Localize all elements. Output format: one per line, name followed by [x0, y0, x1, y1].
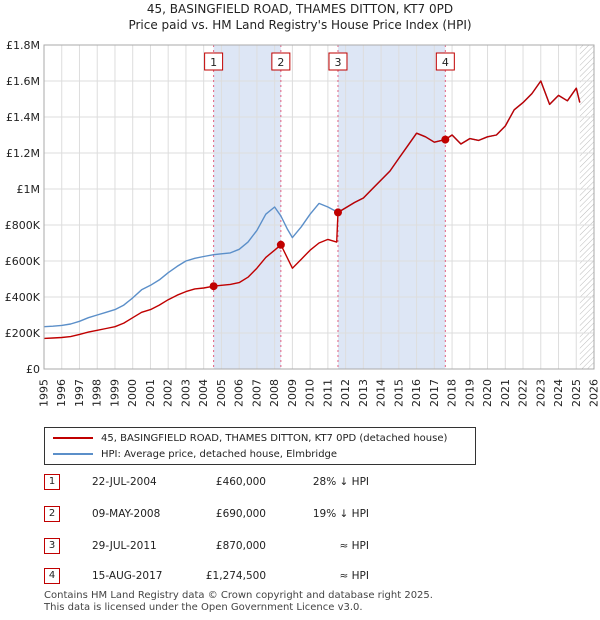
plot-area: [44, 45, 594, 369]
x-tick-label: 2017: [428, 379, 441, 407]
x-tick-label: 1995: [38, 379, 51, 407]
sale-label: 1: [210, 56, 217, 69]
sale-label-box: [435, 52, 455, 71]
x-tick-label: 2002: [162, 379, 175, 407]
sale-date: 22-JUL-2004: [92, 476, 157, 488]
x-tick-label: 2007: [250, 379, 263, 407]
x-tick-label: 2020: [481, 379, 494, 407]
x-tick-label: 2023: [534, 379, 547, 407]
sale-badge: 1: [44, 474, 60, 490]
x-tick-label: 2010: [304, 379, 317, 407]
y-tick-label: £800K: [5, 219, 41, 232]
sale-delta: 19% ↓ HPI: [312, 508, 369, 520]
sale-date: 09-MAY-2008: [92, 508, 161, 520]
shaded-period: [337, 45, 446, 369]
sale-delta: 28% ↓ HPI: [312, 476, 369, 488]
y-tick-label: £400K: [5, 291, 41, 304]
sale-label: 3: [334, 56, 341, 69]
sale-label: 2: [277, 56, 284, 69]
x-tick-label: 1997: [73, 379, 86, 407]
sale-badge: 3: [44, 538, 60, 554]
series-line: [43, 80, 581, 340]
chart-subtitle: Price paid vs. HM Land Registry's House …: [128, 18, 472, 32]
legend-item-property: 45, BASINGFIELD ROAD, THAMES DITTON, KT7…: [53, 431, 447, 445]
y-tick-label: £600K: [5, 255, 41, 268]
legend-label-property: 45, BASINGFIELD ROAD, THAMES DITTON, KT7…: [101, 432, 448, 444]
sale-date: 29-JUL-2011: [92, 540, 157, 552]
y-tick-label: £200K: [5, 327, 41, 340]
footer-line: This data is licensed under the Open Gov…: [44, 602, 363, 613]
y-tick-label: £1.4M: [6, 111, 40, 124]
sale-point: [333, 208, 342, 217]
legend-swatch-hpi: [53, 453, 93, 455]
x-tick-label: 2006: [233, 379, 246, 407]
y-tick-label: £1.8M: [6, 39, 40, 52]
legend-swatch-property: [53, 437, 93, 439]
x-tick-label: 2022: [517, 379, 530, 407]
x-tick-label: 2008: [268, 379, 281, 407]
x-tick-label: 1998: [91, 379, 104, 407]
x-tick-label: 2024: [552, 379, 565, 407]
sale-delta: ≈ HPI: [339, 570, 369, 582]
forecast-area: [579, 45, 594, 369]
table-row: 1 22-JUL-2004 £460,000 28% ↓ HPI: [44, 474, 464, 492]
sale-point: [209, 282, 218, 291]
y-tick-label: £1.6M: [6, 75, 40, 88]
sale-price: £690,000: [215, 508, 266, 520]
sale-date: 15-AUG-2017: [92, 570, 163, 582]
x-tick-label: 2016: [410, 379, 423, 407]
legend: 45, BASINGFIELD ROAD, THAMES DITTON, KT7…: [44, 427, 476, 465]
sale-badge: 4: [44, 568, 60, 584]
sale-price: £1,274,500: [205, 570, 266, 582]
table-row: 2 09-MAY-2008 £690,000 19% ↓ HPI: [44, 506, 464, 524]
sale-price: £870,000: [215, 540, 266, 552]
x-tick-label: 1996: [55, 379, 68, 407]
sale-delta: ≈ HPI: [339, 540, 369, 552]
sale-point: [441, 135, 450, 144]
x-tick-label: 2001: [144, 379, 157, 407]
x-tick-label: 2019: [463, 379, 476, 407]
sale-label-box: [204, 52, 224, 71]
x-tick-label: 2018: [446, 379, 459, 407]
x-tick-label: 2014: [375, 379, 388, 407]
x-tick-label: 2021: [499, 379, 512, 407]
x-tick-label: 2025: [570, 379, 583, 407]
x-tick-label: 2011: [321, 379, 334, 407]
sale-price: £460,000: [215, 476, 266, 488]
footer-line: Contains HM Land Registry data © Crown c…: [44, 590, 433, 601]
plot-border: [43, 44, 595, 370]
x-tick-label: 2005: [215, 379, 228, 407]
x-tick-label: 2004: [197, 379, 210, 407]
y-tick-label: £1M: [17, 183, 41, 196]
legend-item-hpi: HPI: Average price, detached house, Elmb…: [53, 447, 337, 461]
x-tick-label: 2026: [588, 379, 600, 407]
sale-label-box: [271, 52, 291, 71]
legend-label-hpi: HPI: Average price, detached house, Elmb…: [101, 448, 338, 460]
sale-point: [276, 240, 285, 249]
y-tick-label: £0: [26, 363, 40, 376]
shaded-period: [213, 45, 281, 369]
x-tick-label: 1999: [108, 379, 121, 407]
sale-badge: 2: [44, 506, 60, 522]
table-row: 4 15-AUG-2017 £1,274,500 ≈ HPI: [44, 568, 464, 586]
price-chart: 1 2 3 4 £0 £200K £400K £600K £800K £1M £1.2M £1.4M…: [5, 39, 600, 407]
sale-label: 4: [442, 56, 449, 69]
x-tick-label: 2009: [286, 379, 299, 407]
table-row: 3 29-JUL-2011 £870,000 ≈ HPI: [44, 538, 464, 556]
x-tick-label: 2013: [357, 379, 370, 407]
y-tick-label: £1.2M: [6, 147, 40, 160]
x-tick-label: 2015: [392, 379, 405, 407]
sale-label-box: [328, 52, 348, 71]
x-tick-label: 2003: [179, 379, 192, 407]
x-tick-label: 2000: [126, 379, 139, 407]
x-tick-label: 2012: [339, 379, 352, 407]
chart-title: 45, BASINGFIELD ROAD, THAMES DITTON, KT7…: [146, 2, 454, 16]
footer: Contains HM Land Registry data © Crown c…: [44, 590, 433, 614]
